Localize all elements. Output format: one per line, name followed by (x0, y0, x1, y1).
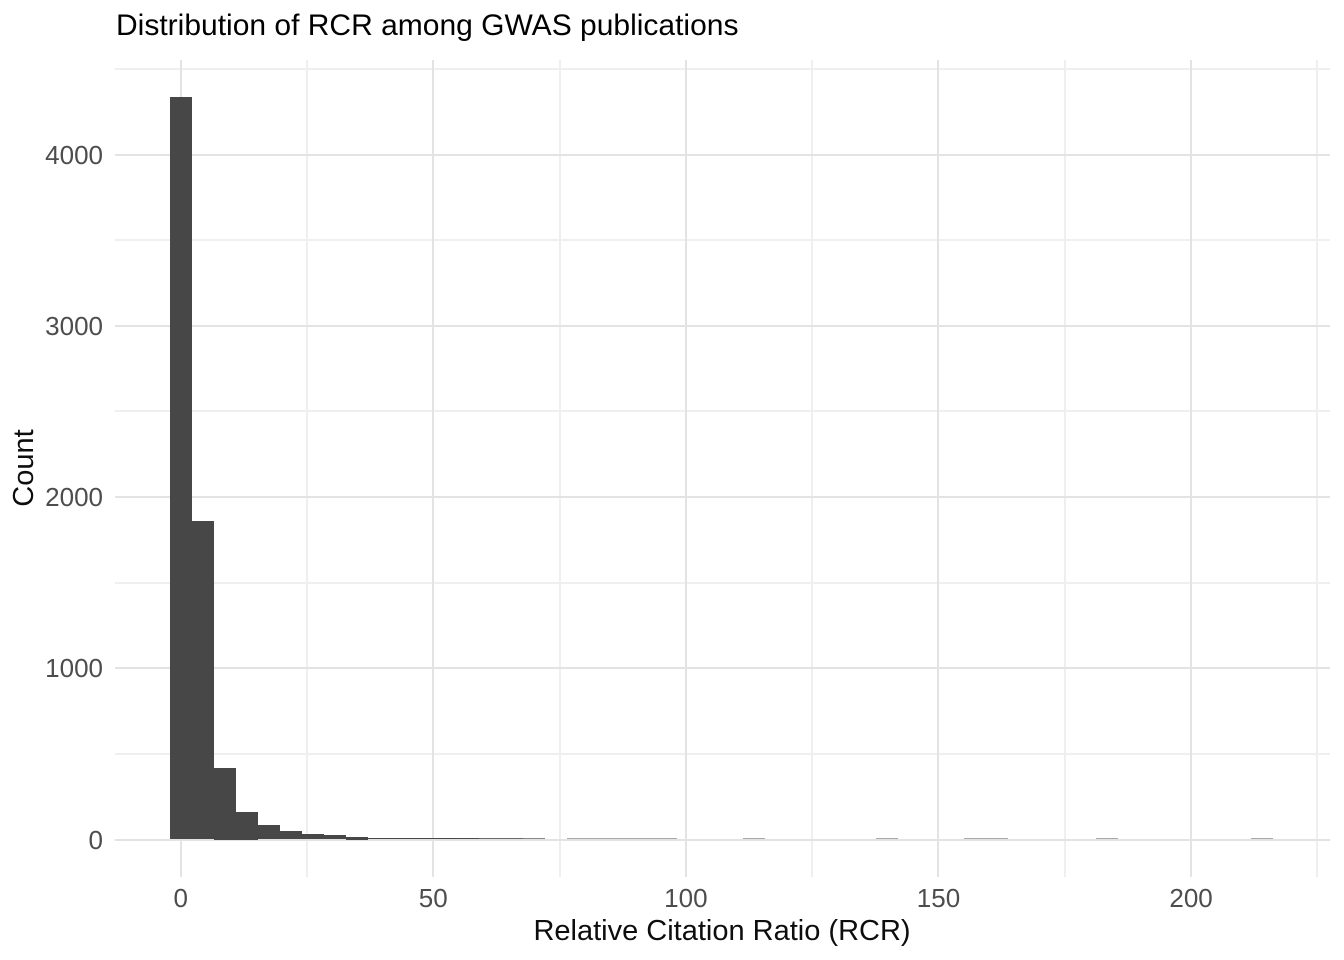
histogram-bar (522, 838, 545, 840)
x-minor-gridline (558, 60, 561, 877)
y-major-gridline (115, 496, 1330, 499)
chart-title: Distribution of RCR among GWAS publicati… (116, 9, 739, 42)
histogram-bar (500, 838, 523, 840)
histogram-bar (257, 824, 280, 840)
y-tick-label: 3000 (45, 310, 103, 341)
histogram-bar (610, 838, 633, 840)
histogram-bar (456, 838, 479, 840)
histogram-bar (588, 838, 611, 840)
x-tick-label: 100 (664, 883, 708, 913)
histogram-bar (235, 812, 258, 840)
y-tick-label: 0 (88, 824, 103, 855)
x-tick-label: 200 (1169, 883, 1213, 913)
x-minor-gridline (1316, 60, 1319, 877)
histogram-bar (279, 830, 303, 840)
y-tick-label: 4000 (45, 139, 103, 170)
y-tick-label: 2000 (45, 482, 103, 513)
histogram-bar (478, 838, 501, 840)
histogram-bar (346, 836, 369, 840)
plot-panel (115, 60, 1330, 877)
histogram-bar (390, 837, 413, 840)
y-axis-title: Count (8, 429, 40, 507)
histogram-bar (743, 838, 766, 840)
x-tick-label: 0 (173, 883, 188, 913)
x-tick-label: 150 (916, 883, 961, 913)
histogram-bar (655, 838, 678, 840)
histogram-bar (985, 838, 1009, 840)
histogram-bar (875, 838, 898, 840)
histogram-bar (301, 833, 325, 840)
y-minor-gridline (115, 410, 1330, 413)
x-tick-label: 50 (418, 883, 448, 913)
y-major-gridline (115, 153, 1330, 156)
x-major-gridline (684, 60, 687, 877)
histogram-bar (213, 768, 236, 840)
y-major-gridline (115, 838, 1330, 841)
x-axis-title: Relative Citation Ratio (RCR) (533, 915, 911, 947)
y-major-gridline (115, 667, 1330, 670)
histogram-bar (1096, 838, 1119, 840)
histogram-bar (434, 838, 457, 840)
x-major-gridline (937, 60, 940, 877)
x-major-gridline (432, 60, 435, 877)
histogram-bar (412, 838, 435, 840)
histogram-bar (1250, 838, 1273, 840)
x-minor-gridline (811, 60, 814, 877)
histogram-bar (169, 97, 192, 840)
histogram-bar (368, 837, 391, 840)
x-minor-gridline (1063, 60, 1066, 877)
histogram-bar (963, 838, 986, 840)
histogram-bar (566, 838, 589, 840)
y-minor-gridline (115, 239, 1330, 242)
histogram-bar (632, 838, 656, 840)
x-minor-gridline (305, 60, 308, 877)
y-minor-gridline (115, 752, 1330, 755)
y-minor-gridline (115, 68, 1330, 71)
y-major-gridline (115, 324, 1330, 327)
histogram-bar (191, 521, 214, 840)
x-major-gridline (1190, 60, 1193, 877)
histogram-bar (324, 835, 347, 840)
y-minor-gridline (115, 581, 1330, 584)
y-tick-label: 1000 (45, 653, 103, 684)
